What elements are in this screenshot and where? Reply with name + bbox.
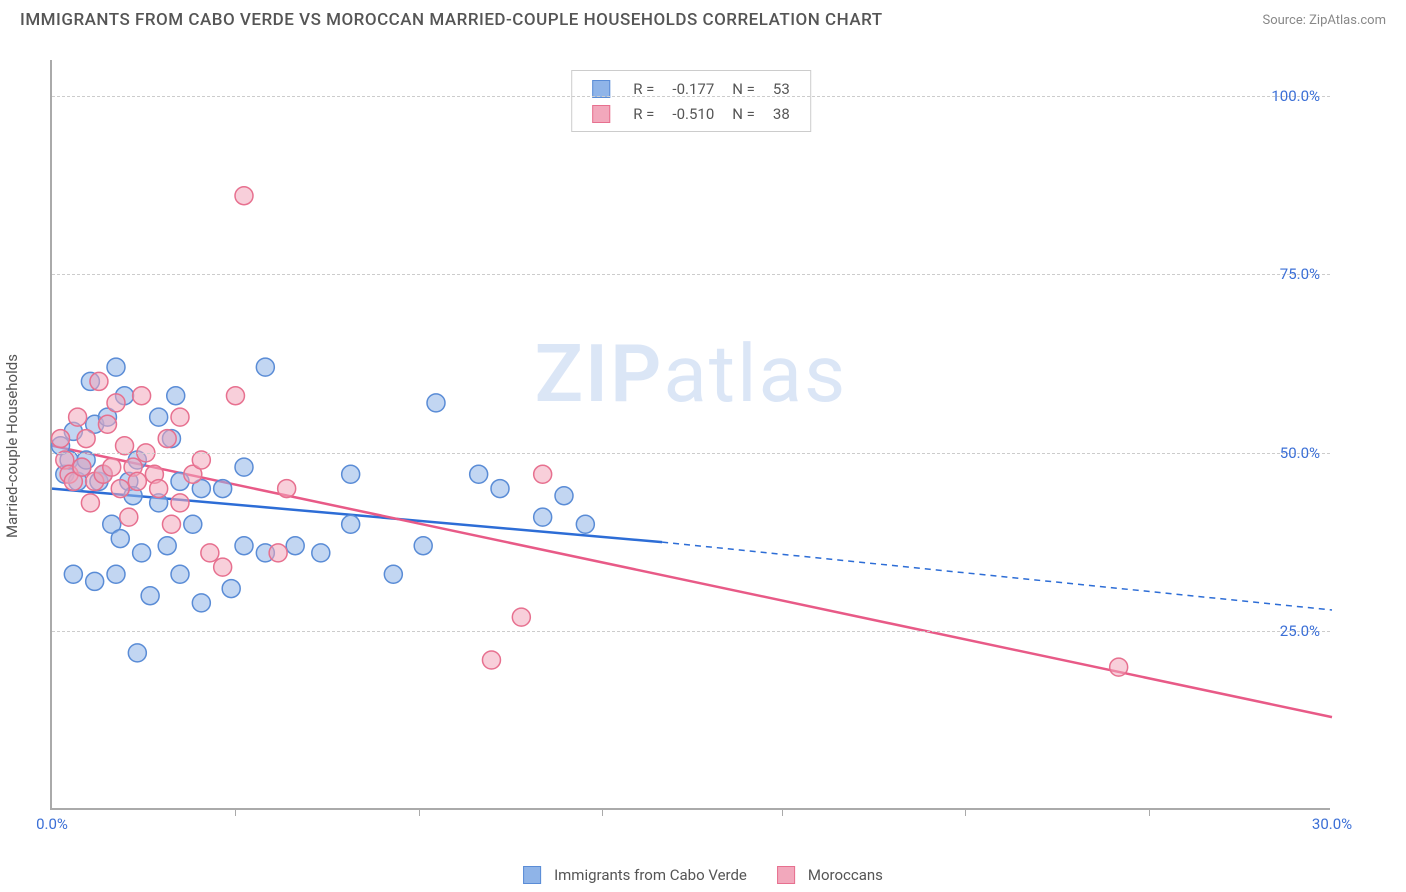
scatter-point	[103, 458, 121, 476]
scatter-point	[111, 530, 129, 548]
legend-swatch	[592, 105, 610, 123]
scatter-point	[150, 408, 168, 426]
scatter-point	[226, 387, 244, 405]
scatter-point	[384, 565, 402, 583]
scatter-point	[86, 572, 104, 590]
scatter-point	[128, 472, 146, 490]
r-value: -0.510	[664, 102, 722, 125]
gridline	[52, 453, 1330, 454]
scatter-point	[150, 480, 168, 498]
scatter-point	[235, 458, 253, 476]
gridline	[52, 274, 1330, 275]
chart-container: ZIPatlas R =-0.177N =53R =-0.510N =38 25…	[50, 50, 1330, 810]
scatter-point	[312, 544, 330, 562]
scatter-point	[107, 394, 125, 412]
scatter-point	[184, 515, 202, 533]
scatter-point	[235, 537, 253, 555]
legend-swatch	[777, 866, 795, 884]
scatter-point	[491, 480, 509, 498]
x-tick-label: 0.0%	[36, 815, 68, 833]
x-minor-tick	[602, 808, 603, 816]
plot-area: ZIPatlas R =-0.177N =53R =-0.510N =38 25…	[50, 60, 1330, 810]
scatter-point	[201, 544, 219, 562]
legend-item: Moroccans	[777, 866, 883, 884]
legend-item: Immigrants from Cabo Verde	[523, 866, 747, 884]
scatter-point	[107, 565, 125, 583]
scatter-point	[214, 558, 232, 576]
scatter-point	[512, 608, 530, 626]
y-tick-label: 100.0%	[1271, 87, 1320, 105]
chart-source: Source: ZipAtlas.com	[1262, 13, 1386, 28]
scatter-point	[162, 515, 180, 533]
scatter-point	[171, 494, 189, 512]
scatter-point	[256, 358, 274, 376]
legend-row: R =-0.510N =38	[584, 102, 798, 125]
chart-header: IMMIGRANTS FROM CABO VERDE VS MOROCCAN M…	[0, 0, 1406, 35]
scatter-point	[235, 187, 253, 205]
n-value: 38	[765, 102, 798, 125]
legend-swatch	[523, 866, 541, 884]
correlation-legend: R =-0.177N =53R =-0.510N =38	[571, 70, 811, 132]
scatter-point	[73, 458, 91, 476]
correlation-table: R =-0.177N =53R =-0.510N =38	[582, 75, 800, 127]
scatter-point	[107, 358, 125, 376]
scatter-point	[133, 544, 151, 562]
scatter-point	[77, 430, 95, 448]
x-tick-label: 30.0%	[1312, 815, 1352, 833]
x-minor-tick	[1149, 808, 1150, 816]
scatter-point	[133, 387, 151, 405]
y-tick-label: 75.0%	[1280, 265, 1320, 283]
scatter-point	[278, 480, 296, 498]
scatter-point	[141, 587, 159, 605]
scatter-point	[158, 537, 176, 555]
scatter-point	[158, 430, 176, 448]
x-minor-tick	[419, 808, 420, 816]
scatter-point	[111, 480, 129, 498]
scatter-point	[470, 465, 488, 483]
scatter-point	[222, 580, 240, 598]
scatter-point	[81, 494, 99, 512]
scatter-point	[286, 537, 304, 555]
y-axis-label: Married-couple Households	[3, 354, 21, 538]
scatter-point	[69, 408, 87, 426]
scatter-point	[482, 651, 500, 669]
scatter-point	[576, 515, 594, 533]
scatter-point	[192, 594, 210, 612]
y-tick-label: 25.0%	[1280, 622, 1320, 640]
scatter-point	[534, 508, 552, 526]
scatter-point	[171, 565, 189, 583]
x-minor-tick	[235, 808, 236, 816]
scatter-point	[52, 430, 70, 448]
scatter-point	[98, 415, 116, 433]
gridline	[52, 96, 1330, 97]
scatter-point	[555, 487, 573, 505]
scatter-point	[167, 387, 185, 405]
scatter-point	[1110, 658, 1128, 676]
scatter-point	[128, 644, 146, 662]
chart-title: IMMIGRANTS FROM CABO VERDE VS MOROCCAN M…	[20, 10, 883, 30]
scatter-point	[120, 508, 138, 526]
scatter-point	[342, 465, 360, 483]
scatter-point	[214, 480, 232, 498]
x-minor-tick	[965, 808, 966, 816]
scatter-point	[64, 565, 82, 583]
r-label: R =	[625, 102, 662, 125]
x-minor-tick	[782, 808, 783, 816]
series-legend: Immigrants from Cabo Verde Moroccans	[523, 866, 883, 884]
legend-label: Moroccans	[808, 866, 883, 884]
scatter-point	[534, 465, 552, 483]
scatter-point	[90, 372, 108, 390]
scatter-points-layer	[52, 60, 1330, 808]
scatter-point	[414, 537, 432, 555]
scatter-point	[342, 515, 360, 533]
y-tick-label: 50.0%	[1280, 444, 1320, 462]
gridline	[52, 631, 1330, 632]
scatter-point	[427, 394, 445, 412]
legend-label: Immigrants from Cabo Verde	[554, 866, 747, 884]
scatter-point	[171, 408, 189, 426]
n-label: N =	[724, 102, 763, 125]
scatter-point	[269, 544, 287, 562]
